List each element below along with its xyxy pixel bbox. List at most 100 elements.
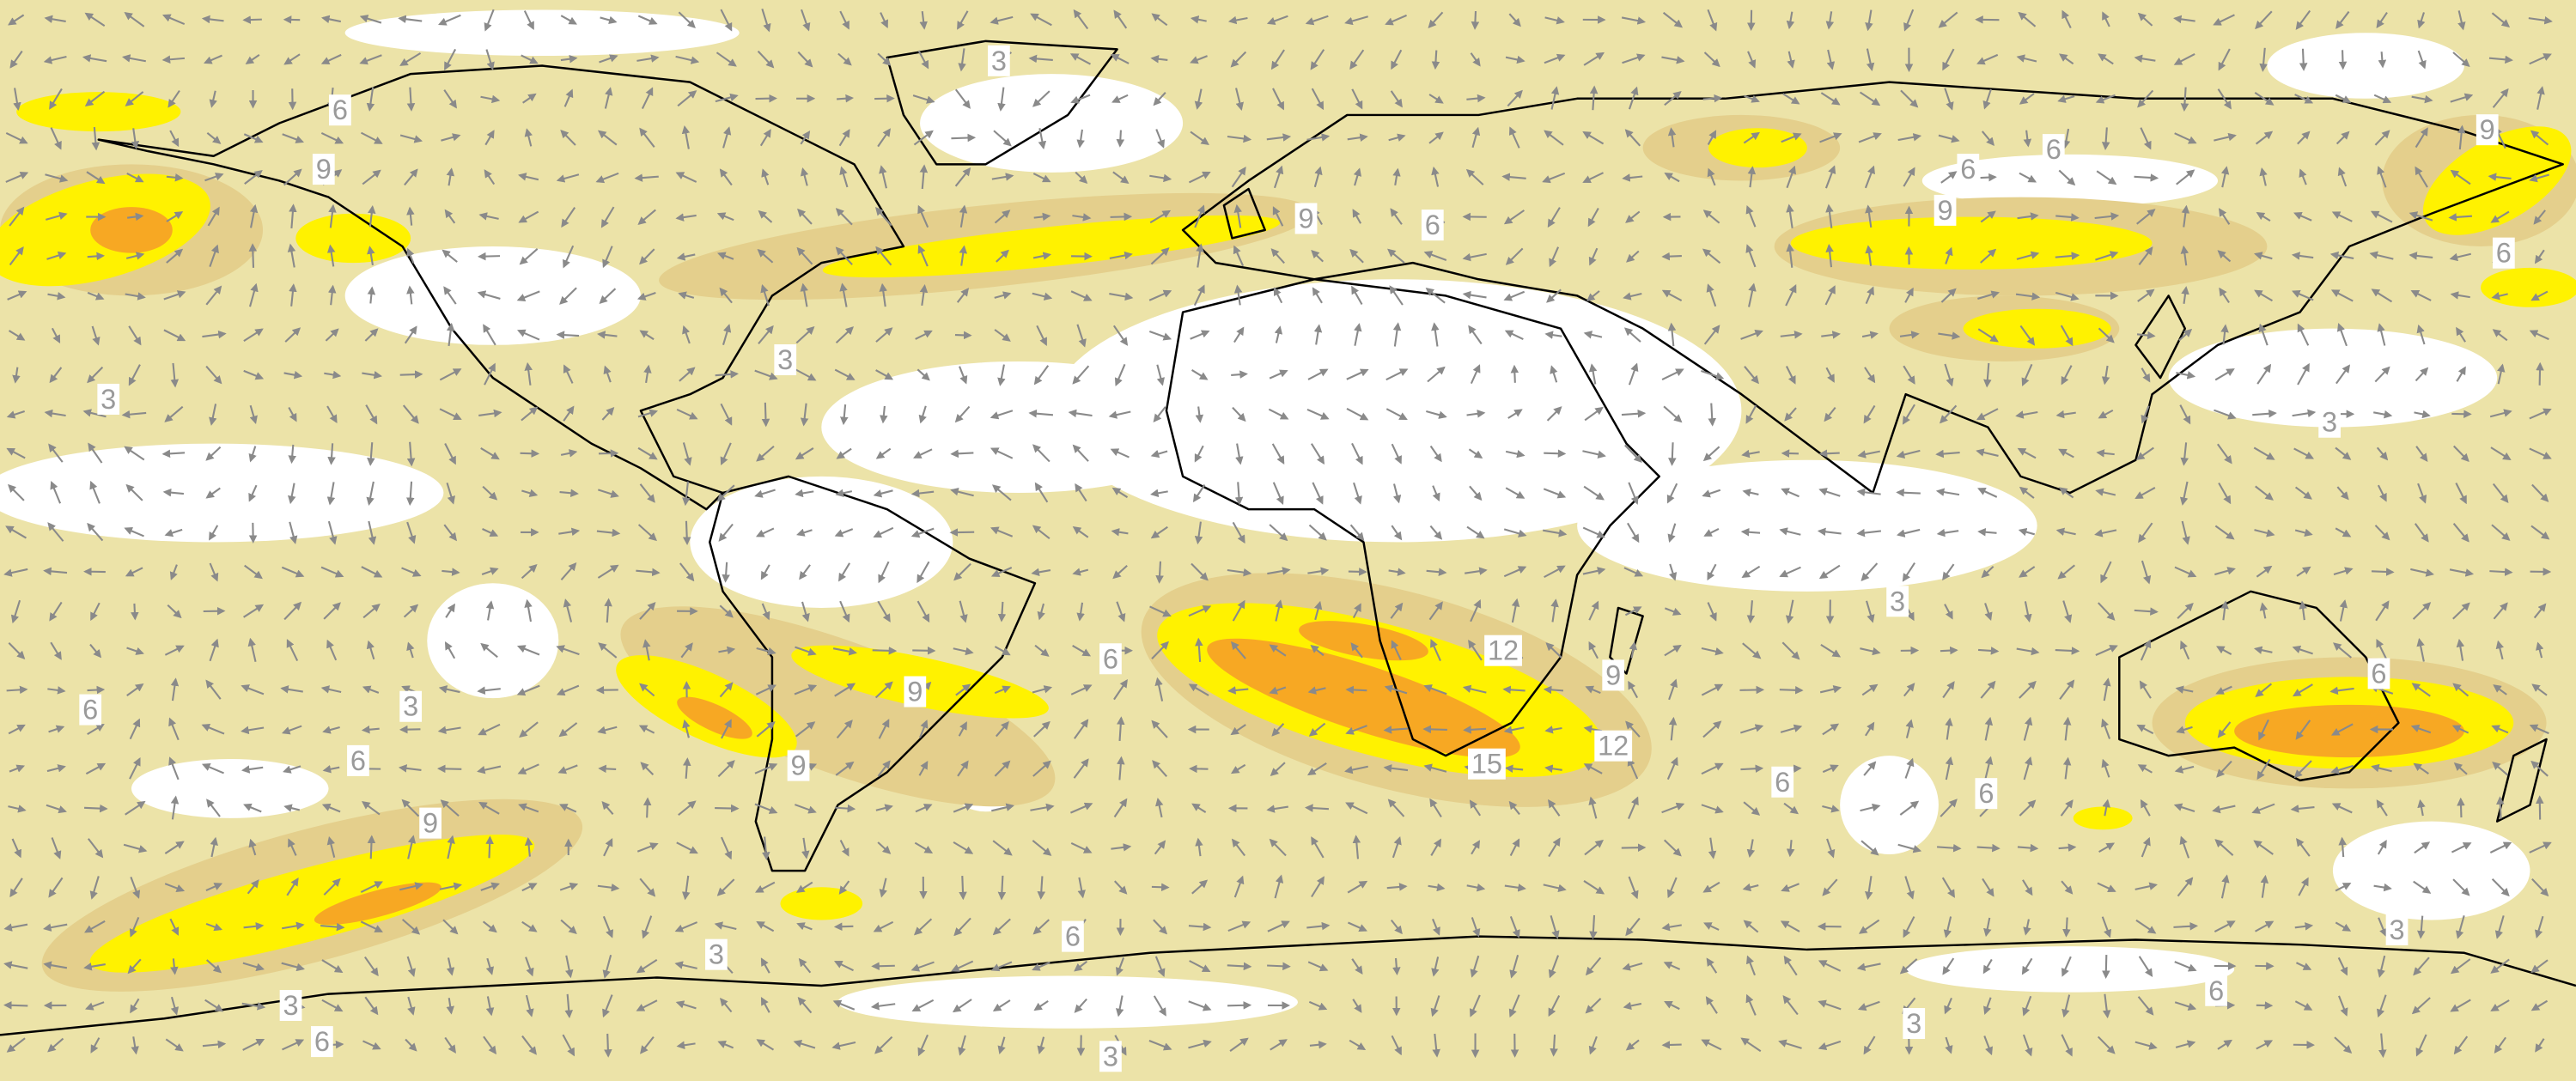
wind-arrow [1582, 172, 1604, 184]
wind-arrow [2448, 213, 2473, 222]
wind-arrow [1976, 53, 1999, 65]
wind-arrow [1114, 363, 1126, 386]
wind-arrow [1032, 90, 1050, 107]
contour-label: 3 [1890, 586, 1905, 616]
wind-arrow [2098, 327, 2115, 343]
wind-arrow [839, 166, 849, 188]
wind-arrow [2016, 251, 2040, 260]
peak-area [314, 882, 442, 926]
wind-arrow [2335, 364, 2351, 385]
wind-arrow [2016, 54, 2037, 63]
contour-label: 3 [100, 384, 116, 415]
wind-arrow [243, 133, 264, 143]
wind-arrow [2055, 647, 2080, 655]
wind-arrow [2254, 289, 2273, 302]
wind-arrow [1153, 92, 1166, 106]
calm-area [1577, 459, 2037, 592]
wind-arrow [1310, 49, 1325, 70]
wind-arrow [1865, 245, 1873, 266]
wind-arrow [1351, 285, 1363, 306]
wind-arrow [287, 243, 296, 268]
wind-arrow [2377, 166, 2387, 188]
wind-arrow [1785, 284, 1797, 307]
wind-arrow [2411, 94, 2433, 104]
wind-arrow [1109, 251, 1133, 260]
wind-arrow [1032, 292, 1053, 301]
wind-arrow [46, 251, 67, 260]
wind-arrow [406, 87, 416, 112]
wind-arrow [1503, 290, 1526, 301]
wind-arrow [1076, 129, 1085, 149]
wind-arrow [84, 12, 106, 27]
wind-arrow [1739, 685, 1765, 695]
wind-arrow [2488, 55, 2513, 64]
wind-arrow [1347, 133, 1368, 142]
wind-arrow [1786, 203, 1794, 228]
wind-arrow [1664, 173, 1680, 183]
wind-arrow [1786, 243, 1794, 268]
wind-arrow [675, 55, 700, 64]
wind-arrow [444, 209, 456, 224]
wind-arrow [82, 54, 107, 63]
wind-arrow [2415, 127, 2428, 149]
wind-arrow [715, 370, 740, 379]
wind-arrow [1312, 287, 1323, 304]
wind-arrow [643, 364, 652, 384]
contour-label: 3 [709, 939, 724, 970]
wind-arrow [1661, 1041, 1682, 1049]
wind-arrow [1151, 13, 1168, 27]
wind-arrow [761, 168, 770, 185]
wind-arrow [1701, 370, 1725, 380]
wind-arrow [997, 364, 1006, 386]
wind-arrow [2061, 128, 2071, 149]
wind-arrow [1622, 53, 1646, 64]
wind-arrow [1504, 330, 1524, 341]
wind-arrow [2255, 131, 2274, 145]
wind-arrow [205, 446, 222, 461]
wind-arrow [524, 361, 533, 386]
wind-arrow [2252, 409, 2277, 418]
wind-arrow [2096, 170, 2117, 185]
wind-arrow [1195, 406, 1204, 423]
wind-arrow [1667, 322, 1677, 347]
wind-arrow [209, 244, 219, 267]
wind-arrow [717, 252, 734, 260]
wind-arrow [1030, 13, 1052, 27]
contour-label: 6 [332, 94, 348, 125]
wind-arrow [1431, 322, 1440, 347]
wind-arrow [1196, 243, 1204, 268]
wind-arrow [1272, 88, 1284, 111]
wind-arrow [1821, 331, 1841, 339]
wind-arrow [1938, 11, 1958, 28]
contour-label: 9 [1298, 203, 1313, 234]
wind-arrow [634, 173, 659, 182]
wind-arrow [2415, 367, 2429, 382]
wind-arrow [1707, 167, 1716, 186]
wind-arrow [406, 206, 415, 226]
wind-arrow [2415, 166, 2428, 188]
wind-arrow [91, 126, 100, 151]
wind-arrow [1156, 364, 1165, 386]
wind-arrow [994, 291, 1012, 300]
wind-arrow [1306, 408, 1330, 420]
wind-arrow [248, 446, 257, 463]
wind-arrow [283, 370, 303, 380]
wind-arrow [368, 204, 376, 228]
wind-arrow [284, 327, 301, 343]
wind-arrow [2457, 124, 2466, 150]
wind-arrow [913, 448, 933, 459]
wind-arrow [367, 442, 375, 466]
wind-arrow [404, 325, 417, 344]
wind-arrow [758, 210, 773, 223]
wind-arrow [1542, 172, 1566, 184]
wind-arrow [1505, 55, 1526, 64]
wind-arrow [289, 203, 297, 228]
wind-arrow [2220, 324, 2229, 345]
wind-arrow [2218, 48, 2231, 71]
wind-arrow [478, 409, 502, 418]
wind-arrow [484, 130, 495, 146]
wind-arrow [1900, 89, 1919, 108]
wind-arrow [1896, 488, 1921, 497]
wind-arrow [2335, 94, 2352, 103]
wind-arrow [1352, 209, 1362, 224]
